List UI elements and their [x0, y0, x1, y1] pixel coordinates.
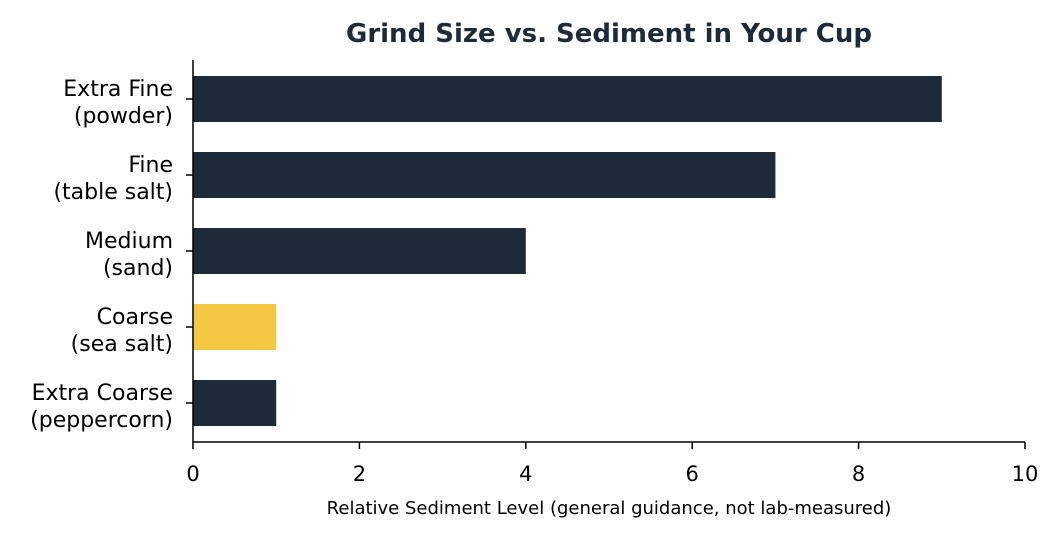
category-label-line2: (sand)	[103, 256, 173, 281]
bar-3	[193, 304, 277, 350]
bar-2	[193, 228, 526, 274]
bar-1	[193, 152, 776, 198]
category-label-line1: Medium	[85, 229, 173, 254]
category-label-4: Extra Coarse (peppercorn)	[30, 381, 173, 433]
category-label-line2: (table salt)	[53, 180, 173, 205]
category-label-1: Fine (table salt)	[53, 153, 173, 205]
x-tick-label-4: 8	[852, 462, 865, 486]
x-tick-label-0: 0	[186, 462, 199, 486]
category-label-line1: Extra Coarse	[32, 381, 173, 406]
category-label-3: Coarse (sea salt)	[71, 305, 173, 357]
category-label-line2: (peppercorn)	[30, 408, 173, 433]
category-label-line1: Coarse	[97, 305, 173, 330]
category-label-line1: Extra Fine	[63, 77, 173, 102]
bar-4	[193, 380, 277, 426]
x-axis: 0 2 4 6 8 10	[186, 441, 1039, 486]
chart-title: Grind Size vs. Sediment in Your Cup	[346, 19, 872, 49]
x-tick-label-3: 6	[686, 462, 699, 486]
category-label-line2: (powder)	[74, 104, 173, 129]
category-label-line2: (sea salt)	[71, 332, 173, 357]
x-axis-label: Relative Sediment Level (general guidanc…	[327, 498, 892, 519]
category-label-line1: Fine	[128, 153, 173, 178]
bar-0	[193, 76, 942, 122]
x-tick-label-1: 2	[353, 462, 366, 486]
x-tick-label-5: 10	[1012, 462, 1039, 486]
x-tick-label-2: 4	[519, 462, 532, 486]
bars-group	[193, 76, 942, 426]
category-label-0: Extra Fine (powder)	[63, 77, 173, 129]
y-axis: Extra Fine (powder) Fine (table salt) Medium…	[30, 60, 194, 442]
category-label-2: Medium (sand)	[85, 229, 173, 281]
